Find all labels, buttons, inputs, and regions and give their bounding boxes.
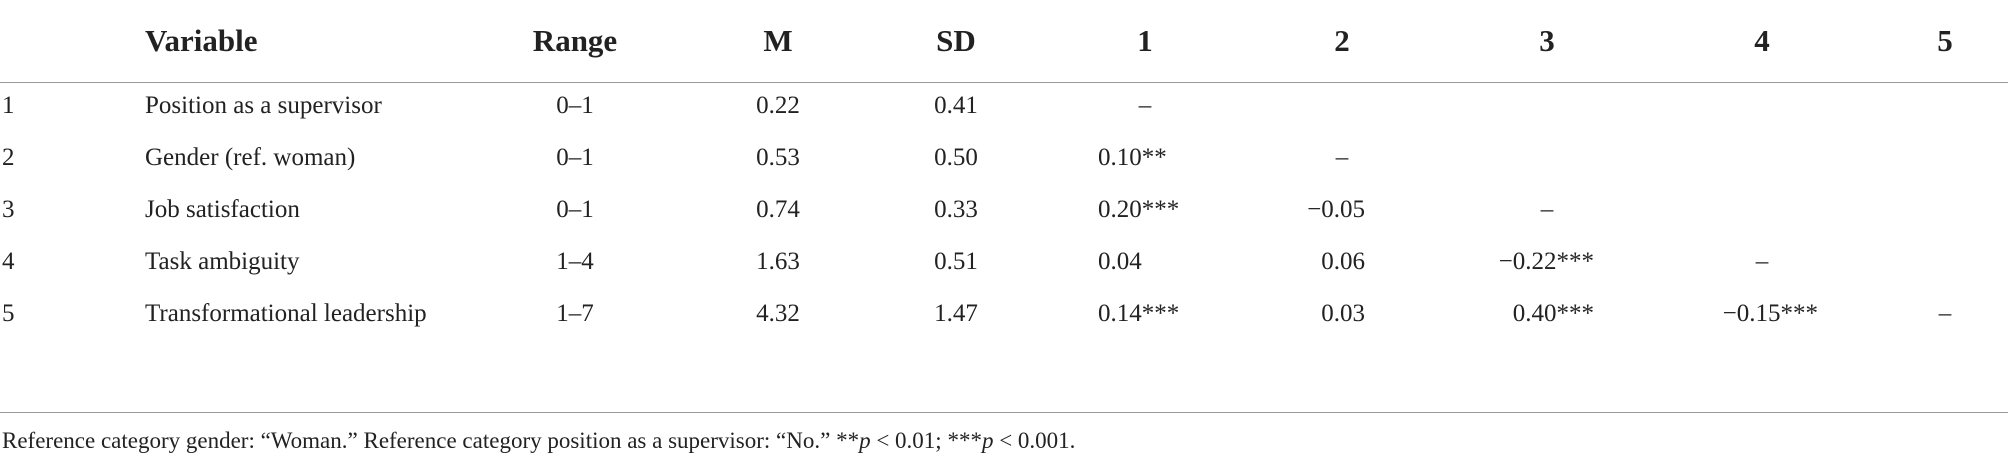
variable-name: Position as a supervisor <box>145 92 382 119</box>
cell: 2 <box>2 144 15 171</box>
column-header: 1 <box>1137 23 1153 58</box>
cell: 0.06 <box>1321 248 1365 275</box>
cell: 0.04 <box>1098 248 1142 275</box>
cell: −0.05 <box>1307 196 1365 223</box>
variable-name: Task ambiguity <box>145 248 300 275</box>
cell: 0.22 <box>756 92 800 119</box>
cell: 0–1 <box>556 196 594 223</box>
cell: 0–1 <box>556 92 594 119</box>
variable-name: Transformational leadership <box>145 300 427 327</box>
cell: 0.41 <box>934 92 978 119</box>
column-header: SD <box>936 23 976 58</box>
bottom-rule <box>0 412 2008 413</box>
cell: – <box>1938 300 1952 327</box>
cell: 4 <box>2 248 15 275</box>
cell: 0.14*** <box>1098 300 1180 327</box>
cell: – <box>1335 144 1349 171</box>
cell: 1 <box>2 92 15 119</box>
cell: 0.20*** <box>1098 196 1180 223</box>
cell: 0–1 <box>556 144 594 171</box>
cell: 1–7 <box>556 300 594 327</box>
cell: 5 <box>2 300 15 327</box>
cell: – <box>1138 92 1152 119</box>
cell: 1.47 <box>934 300 978 327</box>
footnote-text: p <box>859 428 871 453</box>
cell: – <box>1540 196 1554 223</box>
column-header: Variable <box>145 23 258 58</box>
column-header: Range <box>532 23 618 58</box>
cell: 3 <box>2 196 15 223</box>
cell: 0.53 <box>756 144 800 171</box>
cell: 0.51 <box>934 248 978 275</box>
footnote-text: < 0.001. <box>993 428 1076 453</box>
column-header: M <box>763 23 793 58</box>
column-header: 3 <box>1539 23 1555 58</box>
variable-name: Gender (ref. woman) <box>145 144 356 171</box>
cell: 0.03 <box>1321 300 1365 327</box>
cell: −0.15*** <box>1722 300 1818 327</box>
footnote-text: p <box>981 428 994 453</box>
footnote-text: Reference category gender: “Woman.” Refe… <box>2 428 860 453</box>
cell: 4.32 <box>756 300 800 327</box>
cell: 0.74 <box>756 196 800 223</box>
cell: 1.63 <box>756 248 800 275</box>
column-header: 5 <box>1937 23 1953 58</box>
cell: – <box>1755 248 1769 275</box>
column-header: 4 <box>1754 23 1770 58</box>
footnote-text: < 0.01; *** <box>870 428 982 453</box>
cell: 0.10** <box>1098 144 1167 171</box>
variable-name: Job satisfaction <box>145 196 300 223</box>
cell: 0.40*** <box>1512 300 1594 327</box>
cell: 0.50 <box>934 144 978 171</box>
footnote: Reference category gender: “Woman.” Refe… <box>2 428 1075 454</box>
column-header: 2 <box>1334 23 1350 58</box>
header-rule <box>0 82 2008 83</box>
cell: 0.33 <box>934 196 978 223</box>
cell: 1–4 <box>556 248 594 275</box>
cell: −0.22*** <box>1498 248 1594 275</box>
